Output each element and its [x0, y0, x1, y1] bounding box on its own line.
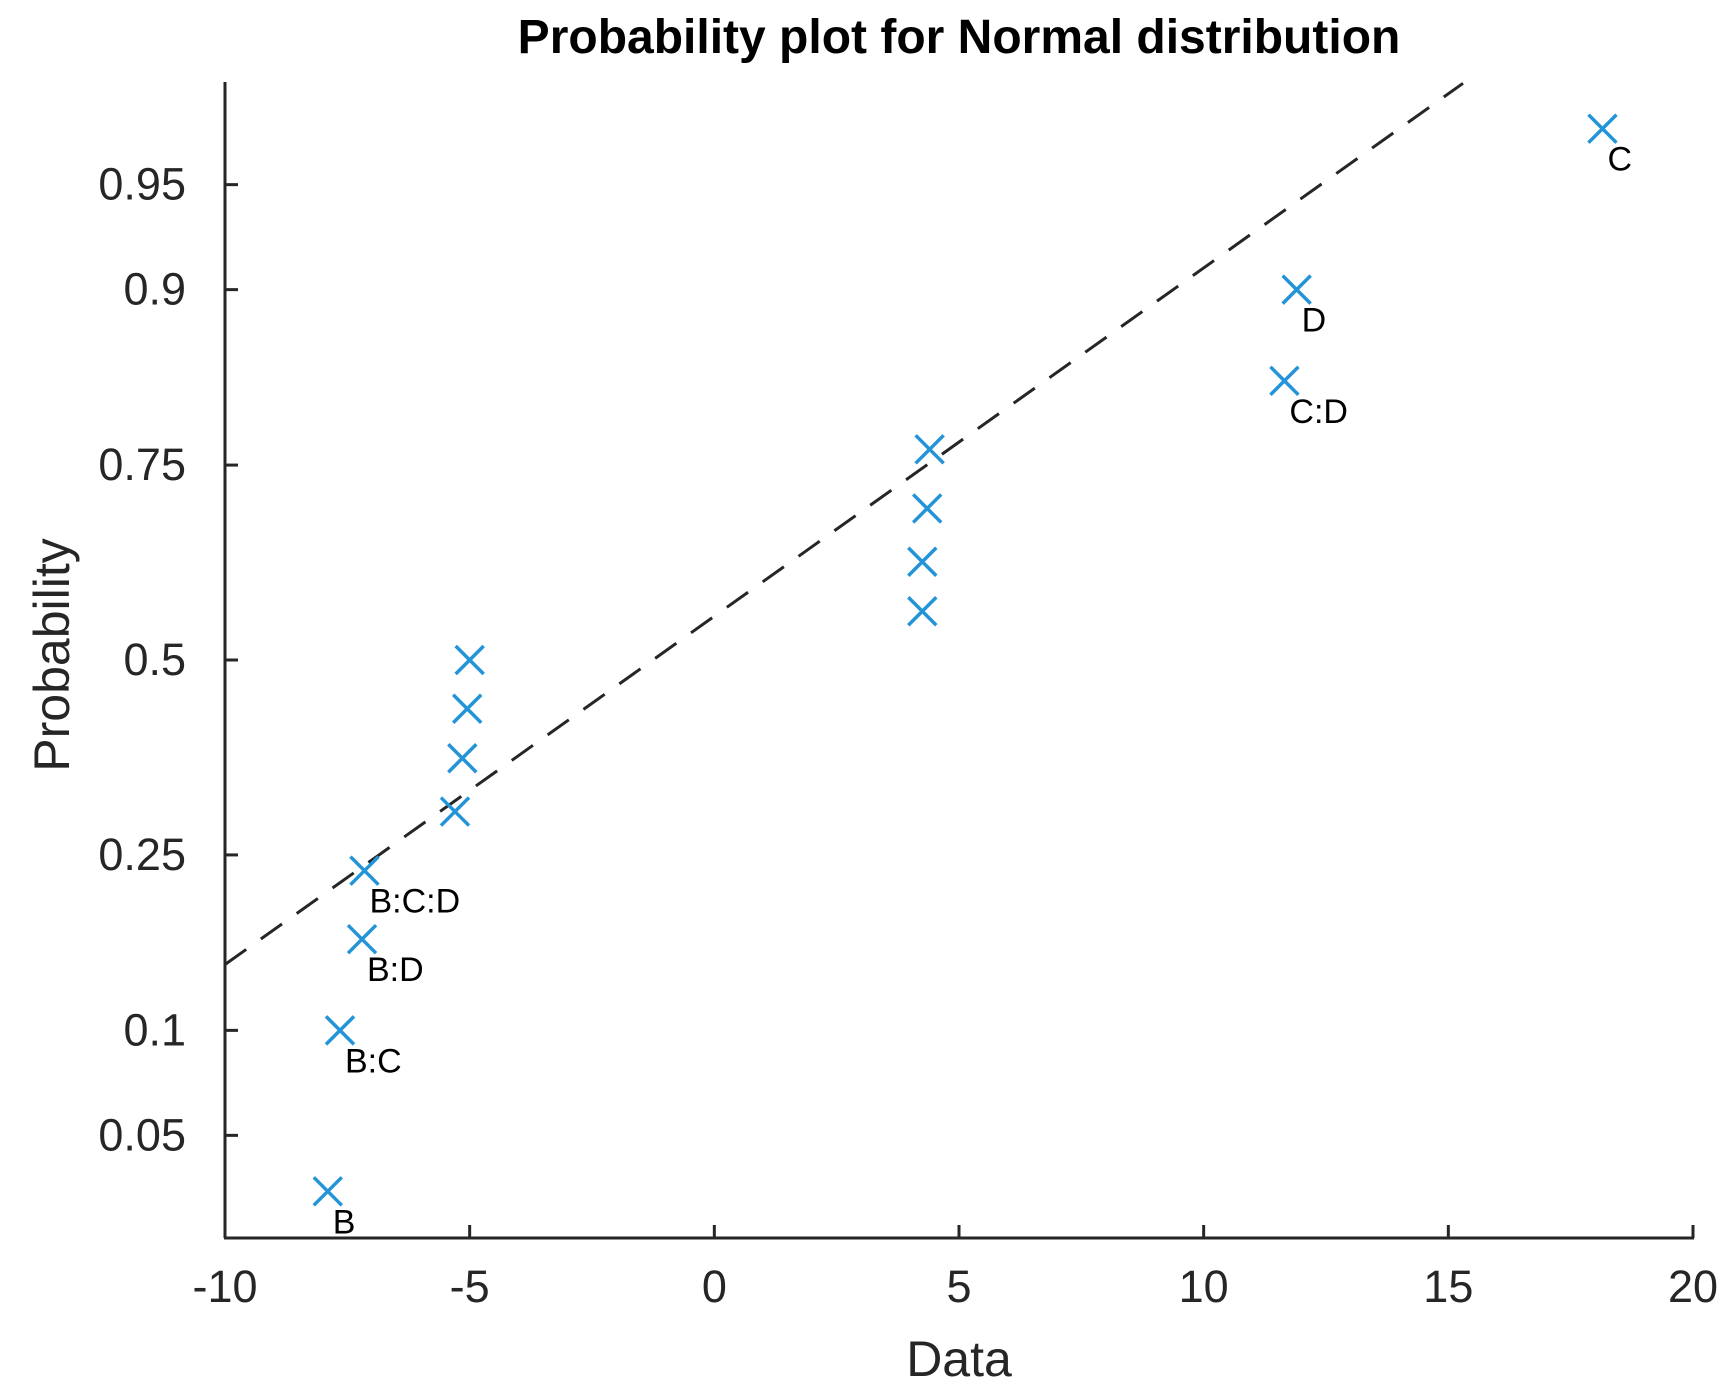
y-tick-label: 0.1 [123, 1004, 186, 1055]
x-tick-label: 15 [1423, 1261, 1473, 1312]
x-axis-label: Data [906, 1331, 1012, 1387]
y-tick-label: 0.9 [123, 264, 186, 315]
data-point-label: C:D [1289, 393, 1348, 431]
data-point-marker [454, 644, 485, 676]
data-point-label: B [333, 1203, 356, 1241]
data-point-label: B:C:D [369, 883, 460, 921]
data-point-marker [907, 595, 938, 627]
data-point-label: B:D [367, 951, 424, 989]
data-point-label: B:C [345, 1042, 402, 1080]
y-tick-label: 0.25 [98, 829, 186, 880]
y-tick-label: 0.5 [123, 634, 186, 685]
data-point-marker [447, 742, 478, 774]
data-point-marker [312, 1176, 343, 1207]
x-tick-label: 0 [702, 1261, 727, 1312]
x-tick-label: -5 [450, 1261, 490, 1312]
x-tick-label: 5 [946, 1261, 971, 1312]
data-point-marker [1281, 274, 1312, 305]
data-point-marker [914, 434, 945, 465]
fit-line [224, 82, 1464, 966]
data-point-marker [911, 493, 943, 524]
y-tick-label: 0.05 [98, 1109, 186, 1160]
x-tick-label: -10 [192, 1261, 257, 1312]
y-axis-label: Probability [24, 538, 80, 772]
data-point-label: C [1607, 141, 1632, 179]
data-point-marker [907, 546, 938, 578]
y-tick-label: 0.95 [98, 159, 186, 210]
data-point-marker [1587, 113, 1618, 144]
x-tick-label: 10 [1179, 1261, 1229, 1312]
x-tick-label: 20 [1668, 1261, 1718, 1312]
data-point-marker [324, 1015, 356, 1046]
chart-title: Probability plot for Normal distribution [517, 11, 1401, 64]
data-point-label: D [1302, 302, 1327, 340]
data-point-marker [349, 855, 380, 886]
y-tick-label: 0.75 [98, 439, 186, 490]
data-point-marker [346, 923, 378, 955]
data-point-marker [1269, 365, 1300, 397]
data-point-marker [439, 796, 471, 827]
data-point-marker [451, 693, 483, 725]
